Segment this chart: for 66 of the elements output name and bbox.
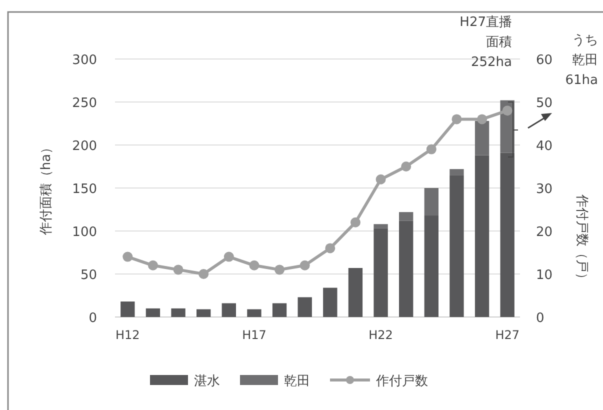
point (198, 269, 209, 279)
point (122, 252, 133, 262)
point (173, 264, 184, 275)
bar (247, 309, 262, 317)
bar (146, 308, 160, 317)
y2-tick-label: 20 (536, 225, 553, 240)
point (249, 260, 260, 270)
legend-label: 湛水 (194, 374, 220, 389)
point (376, 174, 386, 184)
bar (474, 155, 490, 317)
point (401, 162, 412, 172)
bar (196, 309, 211, 317)
bar (374, 228, 388, 317)
y-tick-label: 150 (72, 182, 97, 197)
bar (120, 302, 135, 317)
annotation: 252ha (470, 55, 512, 70)
y-tick-label: 250 (72, 96, 97, 111)
y2-axis-title: 作付戸数（戸） (574, 194, 589, 286)
point (477, 114, 488, 124)
bar (424, 188, 438, 216)
point (426, 144, 436, 154)
y-tick-label: 50 (80, 268, 97, 283)
point (350, 217, 360, 228)
bar (272, 303, 287, 317)
bar (374, 224, 388, 228)
x-tick-label: H12 (116, 328, 140, 342)
legend-label: 乾田 (284, 374, 310, 389)
bar (500, 152, 514, 317)
point (224, 252, 234, 262)
y-tick-label: 0 (88, 311, 97, 326)
point (148, 260, 158, 270)
text: うち (572, 33, 598, 48)
y-tick-label: 100 (72, 225, 97, 240)
bar (222, 303, 236, 317)
text: H27直播 (460, 15, 512, 30)
bar (348, 268, 363, 317)
x-tick-label: H22 (368, 328, 393, 342)
y2-tick-label: 10 (536, 268, 553, 283)
y2-tick-label: 30 (536, 182, 553, 197)
y-axis-title: 作付面積（ha） (39, 140, 54, 236)
y2-tick-label: 50 (536, 96, 553, 111)
y-tick-label: 300 (72, 53, 97, 68)
bar (399, 212, 414, 221)
y2-tick-label: 0 (536, 311, 544, 326)
text: 61ha (565, 73, 598, 88)
x-tick-label: H17 (242, 328, 266, 342)
point (502, 106, 512, 116)
point (452, 114, 462, 124)
point (300, 260, 310, 270)
text: 乾田 (572, 53, 598, 68)
bar (474, 120, 490, 156)
bar (450, 169, 464, 176)
y2-tick-label: 40 (536, 139, 553, 154)
bar (399, 220, 414, 317)
y-tick-label: 200 (72, 139, 97, 154)
text: 面積 (486, 35, 512, 50)
y2-tick-label: 60 (536, 53, 553, 68)
bar (171, 308, 186, 317)
point (325, 243, 336, 254)
bar (323, 288, 338, 317)
point (274, 264, 285, 275)
legend-label: 作付戸数 (375, 374, 428, 389)
bar (298, 297, 312, 317)
x-tick-label: H27 (495, 328, 520, 342)
bar (424, 216, 438, 317)
bar (450, 175, 464, 317)
